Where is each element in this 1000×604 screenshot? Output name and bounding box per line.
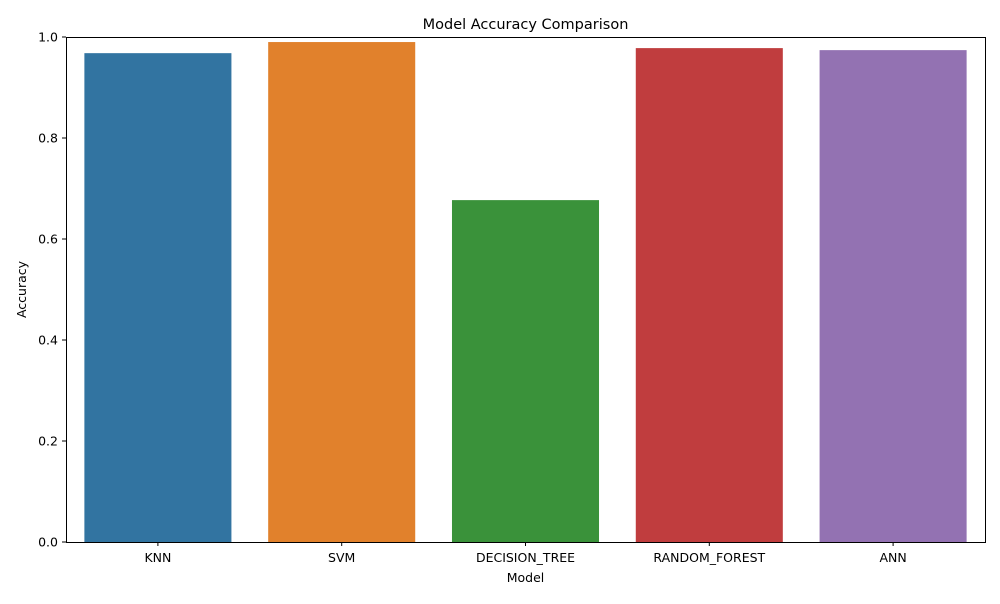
bars-group [84, 42, 967, 543]
chart-title: Model Accuracy Comparison [423, 17, 629, 33]
y-tick-label: 0.4 [38, 333, 58, 348]
bar-svm [268, 42, 416, 543]
plot-frame [66, 37, 986, 543]
bar-knn [84, 53, 232, 542]
x-tick-label: SVM [328, 550, 355, 565]
y-tick-label: 0.6 [38, 232, 58, 247]
x-tick-label: DECISION_TREE [476, 550, 575, 565]
bar-ann [819, 50, 967, 542]
bar-random-forest [635, 48, 783, 543]
y-axis-ticks: 0.0 0.2 0.4 0.6 0.8 1.0 [38, 30, 66, 550]
x-axis-label: Model [507, 570, 545, 585]
x-axis-ticks: KNN SVM DECISION_TREE RANDOM_FOREST ANN [144, 542, 907, 565]
y-tick-label: 0.2 [38, 434, 58, 449]
x-tick-label: ANN [879, 550, 906, 565]
y-tick-label: 1.0 [38, 30, 58, 45]
x-tick-label: RANDOM_FOREST [653, 550, 765, 565]
x-tick-label: KNN [144, 550, 171, 565]
y-tick-label: 0.0 [38, 535, 58, 550]
y-axis-label: Accuracy [14, 260, 29, 318]
bar-decision-tree [451, 200, 600, 543]
y-tick-label: 0.8 [38, 131, 58, 146]
